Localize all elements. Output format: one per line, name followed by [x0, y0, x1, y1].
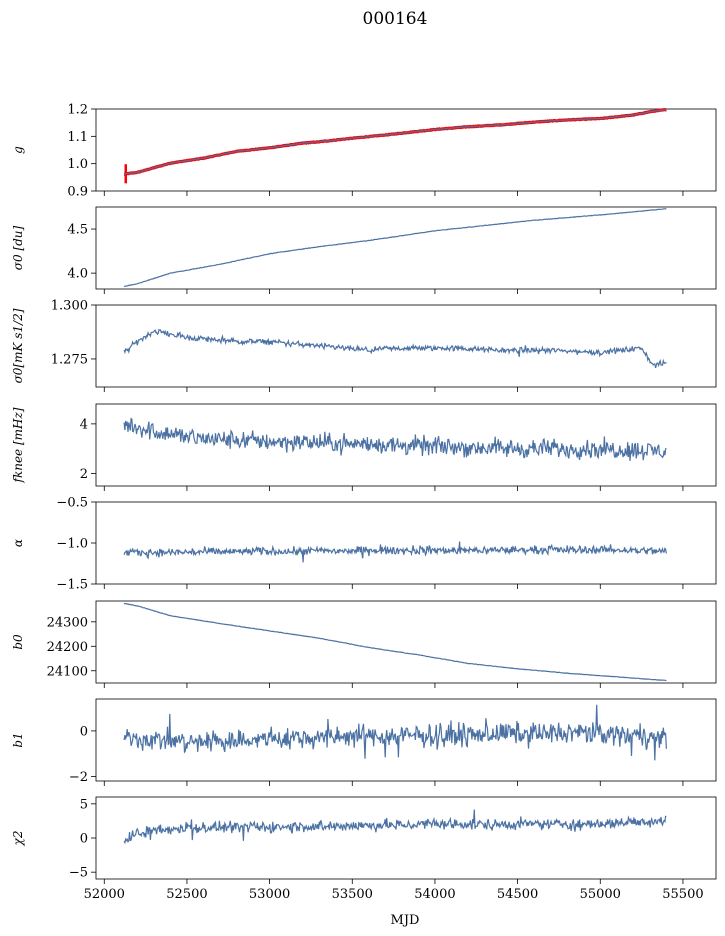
y-tick-label: 1.300 [51, 299, 88, 314]
panel-frame [95, 698, 717, 782]
y-axis-label: b1 [11, 732, 25, 747]
y-tick-label: 2 [80, 467, 88, 482]
y-axis-label: g [11, 146, 25, 154]
series-line [123, 809, 667, 845]
panel-frame [95, 501, 717, 585]
figure-title: 000164 [363, 9, 428, 29]
y-tick-label: −2 [69, 770, 88, 785]
y-tick-label: −0.5 [56, 496, 88, 511]
y-tick-label: 24200 [47, 640, 88, 655]
panel-frame [95, 108, 717, 192]
y-tick-label: 1.2 [67, 103, 88, 118]
y-tick-label: 5 [80, 797, 88, 812]
y-axis-label: σ0[mK s1/2] [11, 308, 25, 383]
series-line [123, 208, 667, 287]
y-tick-label: 24100 [47, 664, 88, 679]
panel-7: −2 0 b1 [11, 698, 717, 786]
x-tick-label: 55000 [580, 887, 621, 902]
y-axis-label: χ2 [11, 831, 25, 847]
y-tick-label: 24300 [47, 615, 88, 630]
y-tick-label: 0.9 [67, 185, 88, 200]
panel-4: 2 4 fknee [mHz] [11, 403, 717, 491]
y-tick-label: −5 [69, 866, 88, 881]
panel-frame [95, 796, 717, 880]
y-tick-label: 1.0 [67, 157, 88, 172]
y-axis-label: α [11, 539, 25, 547]
x-tick-label: 53000 [249, 887, 290, 902]
panel-frame [95, 403, 717, 487]
x-tick-label: 53500 [332, 887, 373, 902]
y-tick-label: 1.275 [51, 352, 88, 367]
y-tick-label: 0 [80, 724, 88, 739]
panel-1: 0.9 1.0 1.1 1.2 g [11, 103, 717, 200]
series-line [124, 108, 667, 175]
y-tick-label: 1.1 [67, 130, 88, 145]
y-tick-label: −1.5 [56, 578, 88, 593]
y-tick-label: −1.0 [56, 537, 88, 552]
series-line [123, 328, 667, 369]
panel-6: 24100 24200 24300 b0 [11, 600, 717, 688]
y-axis-label: fknee [mHz] [11, 407, 25, 483]
x-tick-label: 54000 [414, 887, 455, 902]
y-tick-label: 4.0 [67, 267, 88, 282]
panel-frame [95, 206, 717, 290]
series-line [124, 602, 667, 682]
x-tick-label: 55500 [662, 887, 703, 902]
x-tick-label: 52500 [166, 887, 207, 902]
y-axis-label: b0 [11, 634, 25, 650]
series-line [123, 417, 667, 462]
series-line [123, 541, 667, 563]
panel-8: −5 0 5 52000 52500 53000 53500 54000 54500 55000 5… [11, 796, 717, 902]
series-line [123, 704, 667, 761]
x-tick-label: 52000 [84, 887, 125, 902]
y-tick-label: 4.5 [67, 223, 88, 238]
y-tick-label: 0 [80, 832, 88, 847]
panel-frame [95, 600, 717, 684]
x-axis-label: MJD [391, 913, 420, 928]
panel-frame [95, 304, 717, 388]
panel-2: 4.0 4.5 σ0 [du] [11, 206, 717, 294]
y-tick-label: 4 [80, 417, 88, 432]
panel-5: −1.5 −1.0 −0.5 α [11, 496, 717, 593]
x-tick-label: 54500 [497, 887, 538, 902]
y-axis-label: σ0 [du] [11, 225, 25, 270]
panel-3: 1.275 1.300 σ0[mK s1/2] [11, 299, 717, 392]
